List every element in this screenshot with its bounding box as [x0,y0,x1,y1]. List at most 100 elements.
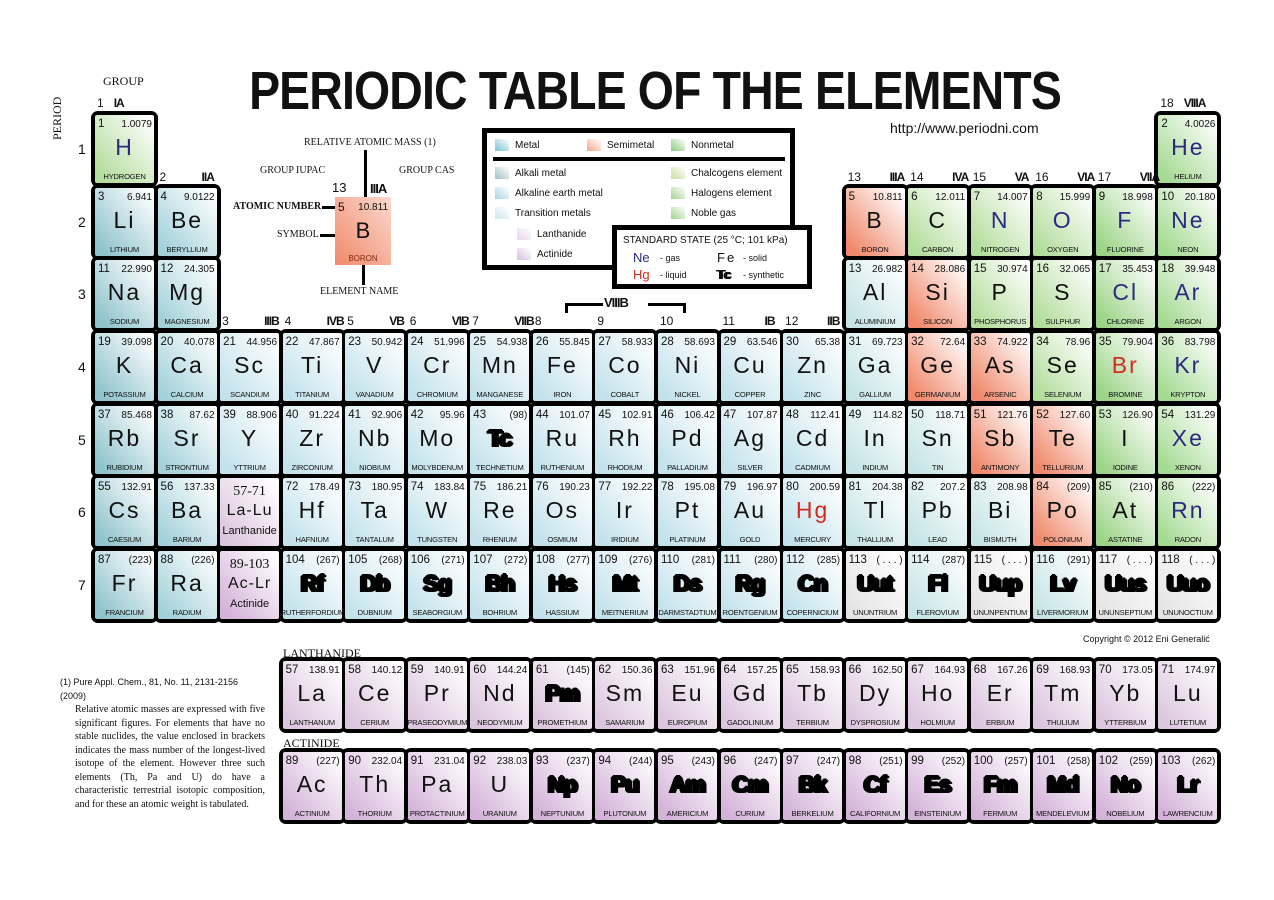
element-cell-be[interactable]: 4 9.0122 Be BERYLLIUM [157,188,217,256]
element-cell-v[interactable]: 23 50.942 V VANADIUM [345,333,405,401]
element-cell-cs[interactable]: 55 132.91 Cs CAESIUM [95,478,154,546]
element-cell-db[interactable]: 105 (268) Db DUBNIUM [345,551,405,619]
element-cell-zr[interactable]: 40 91.224 Zr ZIRCONIUM [282,406,342,474]
element-cell-pm[interactable]: 61 (145) Pm PROMETHIUM [532,661,592,729]
element-cell-bk[interactable]: 97 (247) Bk BERKELIUM [783,752,843,820]
element-cell-uup[interactable]: 115 ( . . . ) Uup UNUNPENTIUM [970,551,1030,619]
element-cell-sn[interactable]: 50 118.71 Sn TIN [908,406,968,474]
element-cell-nb[interactable]: 41 92.906 Nb NIOBIUM [345,406,405,474]
element-cell-ir[interactable]: 77 192.22 Ir IRIDIUM [595,478,655,546]
element-cell-uut[interactable]: 113 ( . . . ) Uut UNUNTRIUM [845,551,905,619]
element-cell-ca[interactable]: 20 40.078 Ca CALCIUM [157,333,217,401]
element-cell-au[interactable]: 79 196.97 Au GOLD [720,478,780,546]
element-cell-cu[interactable]: 29 63.546 Cu COPPER [720,333,780,401]
element-cell-w[interactable]: 74 183.84 W TUNGSTEN [407,478,467,546]
element-cell-eu[interactable]: 63 151.96 Eu EUROPIUM [657,661,717,729]
element-cell-as[interactable]: 33 74.922 As ARSENIC [970,333,1030,401]
element-cell-np[interactable]: 93 (237) Np NEPTUNIUM [532,752,592,820]
element-cell-na[interactable]: 11 22.990 Na SODIUM [95,260,154,328]
element-cell-ar[interactable]: 18 39.948 Ar ARGON [1158,260,1218,328]
element-cell-lu[interactable]: 71 174.97 Lu LUTETIUM [1158,661,1218,729]
element-cell-hg[interactable]: 80 200.59 Hg MERCURY [783,478,843,546]
element-cell-tm[interactable]: 69 168.93 Tm THULIUM [1033,661,1093,729]
element-cell-no[interactable]: 102 (259) No NOBELIUM [1095,752,1155,820]
element-cell-cd[interactable]: 48 112.41 Cd CADMIUM [783,406,843,474]
element-cell-cl[interactable]: 17 35.453 Cl CHLORINE [1095,260,1155,328]
element-cell-nd[interactable]: 60 144.24 Nd NEODYMIUM [470,661,530,729]
element-cell-rb[interactable]: 37 85.468 Rb RUBIDIUM [95,406,154,474]
element-cell-ne[interactable]: 10 20.180 Ne NEON [1158,188,1218,256]
element-cell-at[interactable]: 85 (210) At ASTATINE [1095,478,1155,546]
element-cell-lr[interactable]: 103 (262) Lr LAWRENCIUM [1158,752,1218,820]
element-cell-pd[interactable]: 46 106.42 Pd PALLADIUM [657,406,717,474]
element-cell-cm[interactable]: 96 (247) Cm CURIUM [720,752,780,820]
element-cell-ga[interactable]: 31 69.723 Ga GALLIUM [845,333,905,401]
element-cell-rh[interactable]: 45 102.91 Rh RHODIUM [595,406,655,474]
element-cell-sg[interactable]: 106 (271) Sg SEABORGIUM [407,551,467,619]
element-cell-pt[interactable]: 78 195.08 Pt PLATINUM [657,478,717,546]
element-cell-fe[interactable]: 26 55.845 Fe IRON [532,333,592,401]
element-cell-am[interactable]: 95 (243) Am AMERICIUM [657,752,717,820]
element-cell-tl[interactable]: 81 204.38 Tl THALLIUM [845,478,905,546]
element-cell-cf[interactable]: 98 (251) Cf CALIFORNIUM [845,752,905,820]
element-cell-dy[interactable]: 66 162.50 Dy DYSPROSIUM [845,661,905,729]
element-cell-ds[interactable]: 110 (281) Ds DARMSTADTIUM [657,551,717,619]
element-cell-rf[interactable]: 104 (267) Rf RUTHERFORDIUM [282,551,342,619]
element-cell-xe[interactable]: 54 131.29 Xe XENON [1158,406,1218,474]
element-cell-y[interactable]: 39 88.906 Y YTTRIUM [220,406,280,474]
website-url[interactable]: http://www.periodni.com [890,120,1039,136]
element-cell-re[interactable]: 75 186.21 Re RHENIUM [470,478,530,546]
lanthanide-placeholder-cell[interactable]: 57-71 La-Lu Lanthanide [220,478,280,546]
element-cell-sb[interactable]: 51 121.76 Sb ANTIMONY [970,406,1030,474]
element-cell-ti[interactable]: 22 47.867 Ti TITANIUM [282,333,342,401]
element-cell-rg[interactable]: 111 (280) Rg ROENTGENIUM [720,551,780,619]
element-cell-p[interactable]: 15 30.974 P PHOSPHORUS [970,260,1030,328]
element-cell-u[interactable]: 92 238.03 U URANIUM [470,752,530,820]
element-cell-pu[interactable]: 94 (244) Pu PLUTONIUM [595,752,655,820]
element-cell-pa[interactable]: 91 231.04 Pa PROTACTINIUM [407,752,467,820]
element-cell-pb[interactable]: 82 207.2 Pb LEAD [908,478,968,546]
element-cell-lv[interactable]: 116 (291) Lv LIVERMORIUM [1033,551,1093,619]
element-cell-mt[interactable]: 109 (276) Mt MEITNERIUM [595,551,655,619]
element-cell-tb[interactable]: 65 158.93 Tb TERBIUM [783,661,843,729]
element-cell-al[interactable]: 13 26.982 Al ALUMINIUM [845,260,905,328]
element-cell-fm[interactable]: 100 (257) Fm FERMIUM [970,752,1030,820]
element-cell-ac[interactable]: 89 (227) Ac ACTINIUM [282,752,342,820]
element-cell-b[interactable]: 5 10.811 B BORON [845,188,905,256]
element-cell-kr[interactable]: 36 83.798 Kr KRYPTON [1158,333,1218,401]
element-cell-cr[interactable]: 24 51.996 Cr CHROMIUM [407,333,467,401]
element-cell-i[interactable]: 53 126.90 I IODINE [1095,406,1155,474]
element-cell-zn[interactable]: 30 65.38 Zn ZINC [783,333,843,401]
element-cell-ge[interactable]: 32 72.64 Ge GERMANIUM [908,333,968,401]
element-cell-rn[interactable]: 86 (222) Rn RADON [1158,478,1218,546]
element-cell-ba[interactable]: 56 137.33 Ba BARIUM [157,478,217,546]
element-cell-mn[interactable]: 25 54.938 Mn MANGANESE [470,333,530,401]
element-cell-tc[interactable]: 43 (98) Tc TECHNETIUM [470,406,530,474]
element-cell-ra[interactable]: 88 (226) Ra RADIUM [157,551,217,619]
element-cell-ta[interactable]: 73 180.95 Ta TANTALUM [345,478,405,546]
element-cell-br[interactable]: 35 79.904 Br BROMINE [1095,333,1155,401]
element-cell-h[interactable]: 1 1.0079 H HYDROGEN [95,115,154,183]
element-cell-se[interactable]: 34 78.96 Se SELENIUM [1033,333,1093,401]
element-cell-hs[interactable]: 108 (277) Hs HASSIUM [532,551,592,619]
element-cell-er[interactable]: 68 167.26 Er ERBIUM [970,661,1030,729]
element-cell-o[interactable]: 8 15.999 O OXYGEN [1033,188,1093,256]
element-cell-co[interactable]: 27 58.933 Co COBALT [595,333,655,401]
element-cell-c[interactable]: 6 12.011 C CARBON [908,188,968,256]
element-cell-es[interactable]: 99 (252) Es EINSTEINIUM [908,752,968,820]
element-cell-la[interactable]: 57 138.91 La LANTHANUM [282,661,342,729]
element-cell-po[interactable]: 84 (209) Po POLONIUM [1033,478,1093,546]
element-cell-uus[interactable]: 117 ( . . . ) Uus UNUNSEPTIUM [1095,551,1155,619]
element-cell-ni[interactable]: 28 58.693 Ni NICKEL [657,333,717,401]
element-cell-si[interactable]: 14 28.086 Si SILICON [908,260,968,328]
element-cell-fr[interactable]: 87 (223) Fr FRANCIUM [95,551,154,619]
element-cell-cn[interactable]: 112 (285) Cn COPERNICIUM [783,551,843,619]
element-cell-gd[interactable]: 64 157.25 Gd GADOLINIUM [720,661,780,729]
element-cell-li[interactable]: 3 6.941 Li LITHIUM [95,188,154,256]
element-cell-bi[interactable]: 83 208.98 Bi BISMUTH [970,478,1030,546]
element-cell-in[interactable]: 49 114.82 In INDIUM [845,406,905,474]
element-cell-he[interactable]: 2 4.0026 He HELIUM [1158,115,1218,183]
element-cell-n[interactable]: 7 14.007 N NITROGEN [970,188,1030,256]
element-cell-fl[interactable]: 114 (287) Fl FLEROVIUM [908,551,968,619]
element-cell-hf[interactable]: 72 178.49 Hf HAFNIUM [282,478,342,546]
